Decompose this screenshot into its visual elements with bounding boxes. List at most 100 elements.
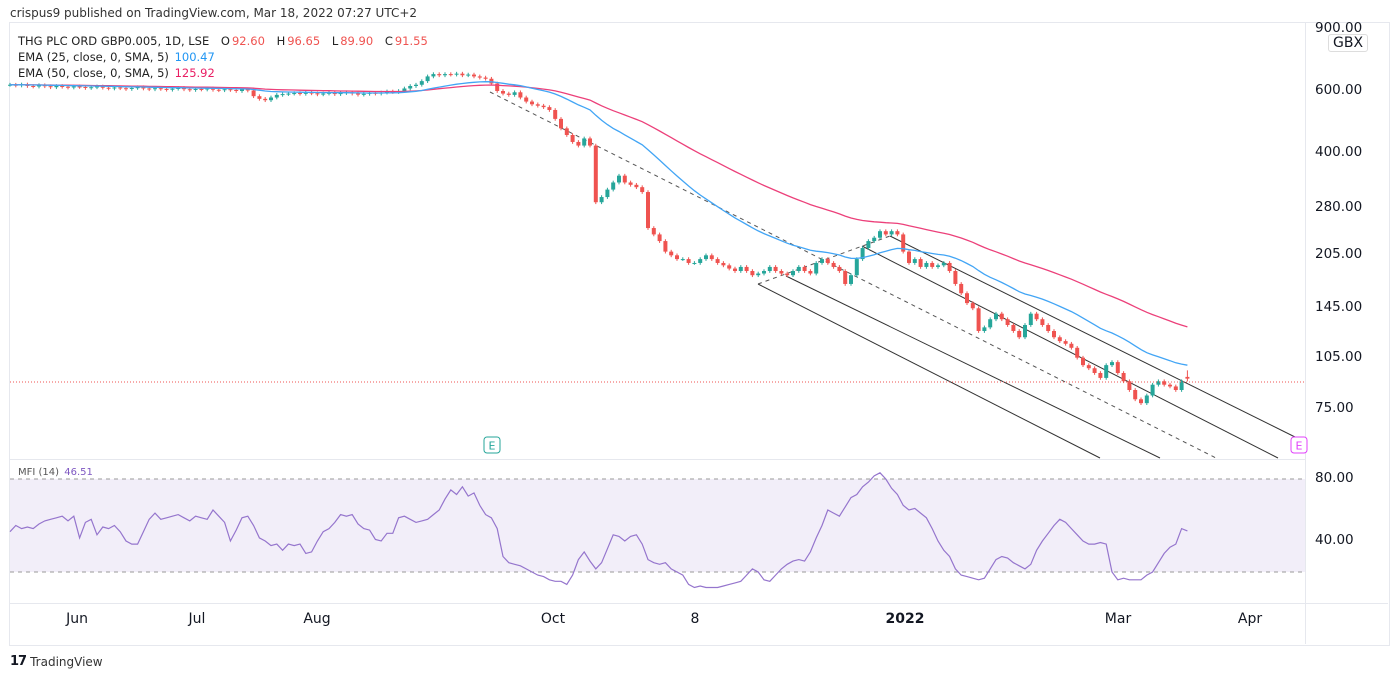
candle bbox=[495, 81, 500, 93]
candle bbox=[1127, 379, 1132, 392]
candles bbox=[8, 71, 1190, 406]
candle bbox=[472, 72, 476, 79]
candle bbox=[889, 229, 894, 237]
candle bbox=[820, 257, 824, 265]
candle bbox=[431, 72, 436, 79]
candle bbox=[501, 89, 505, 96]
candle bbox=[901, 232, 906, 254]
dashed-trend-line[interactable] bbox=[489, 91, 1217, 459]
candle bbox=[651, 226, 656, 237]
candle bbox=[698, 257, 703, 265]
candle bbox=[936, 263, 940, 269]
candle bbox=[1081, 355, 1085, 367]
candle bbox=[1069, 341, 1074, 350]
candle bbox=[1023, 323, 1027, 340]
candle bbox=[263, 97, 268, 103]
candle bbox=[588, 136, 592, 148]
candle bbox=[1028, 311, 1033, 327]
candle bbox=[593, 143, 598, 205]
candle bbox=[1052, 329, 1056, 340]
candle bbox=[802, 265, 807, 273]
price-tick: 600.00 bbox=[1315, 82, 1363, 98]
candle bbox=[1133, 388, 1138, 402]
channel-line[interactable] bbox=[785, 275, 1161, 459]
time-tick: Jul bbox=[188, 611, 206, 627]
candle bbox=[414, 82, 418, 88]
candle bbox=[999, 311, 1004, 322]
candle bbox=[895, 229, 900, 237]
earnings-marker-upcoming[interactable]: E bbox=[1290, 436, 1308, 454]
mfi-tick: 80.00 bbox=[1315, 470, 1354, 486]
price-tick: 400.00 bbox=[1315, 144, 1363, 161]
candle bbox=[744, 265, 749, 273]
candle bbox=[477, 74, 482, 80]
candle bbox=[982, 325, 987, 333]
price-tick: 145.00 bbox=[1315, 299, 1363, 316]
candle bbox=[628, 180, 633, 187]
svg-text:E: E bbox=[1296, 440, 1303, 453]
candle bbox=[854, 257, 859, 278]
candle bbox=[506, 91, 511, 97]
candle bbox=[1104, 363, 1109, 380]
candle bbox=[779, 269, 784, 276]
candle bbox=[599, 195, 604, 205]
candle bbox=[686, 257, 691, 265]
channel-line[interactable] bbox=[861, 245, 1279, 459]
symbol-legend[interactable]: THG PLC ORD GBP0.005, 1D, LSE O 92.60 H 96… bbox=[18, 34, 428, 48]
mfi-legend[interactable]: MFI (14) 46.51 bbox=[18, 467, 93, 478]
chart-frame bbox=[9, 22, 1390, 646]
ema50-legend[interactable]: EMA (50, close, 0, SMA, 5) 125.92 bbox=[18, 66, 215, 80]
candle bbox=[953, 269, 958, 286]
candle bbox=[547, 105, 552, 112]
candle bbox=[825, 257, 830, 265]
candle bbox=[1150, 382, 1155, 398]
candle bbox=[419, 79, 424, 87]
candle bbox=[454, 71, 459, 77]
candle bbox=[669, 249, 674, 258]
earnings-marker[interactable]: E bbox=[483, 436, 501, 454]
ema25-line bbox=[10, 81, 1188, 366]
candle bbox=[1046, 323, 1051, 333]
time-tick: Aug bbox=[303, 611, 331, 627]
time-tick: Mar bbox=[1104, 611, 1132, 627]
ema25-legend[interactable]: EMA (25, close, 0, SMA, 5) 100.47 bbox=[18, 50, 215, 64]
candle bbox=[37, 83, 41, 89]
candle bbox=[274, 93, 279, 100]
candle bbox=[1092, 366, 1097, 375]
candle bbox=[408, 84, 413, 91]
candle bbox=[883, 229, 888, 237]
candle bbox=[715, 257, 720, 265]
footer: 17 TradingView bbox=[10, 654, 103, 669]
ema50-value: 125.92 bbox=[174, 66, 215, 80]
candle bbox=[1115, 360, 1120, 375]
candle bbox=[338, 91, 343, 96]
candle bbox=[1110, 360, 1114, 367]
time-tick: 2022 bbox=[885, 611, 925, 627]
candle bbox=[570, 133, 575, 144]
candle bbox=[663, 239, 668, 254]
candle bbox=[1063, 339, 1068, 346]
currency-badge[interactable]: GBX bbox=[1328, 34, 1369, 52]
price-tick: 205.00 bbox=[1315, 246, 1363, 263]
ema25-value: 100.47 bbox=[174, 50, 215, 64]
channel-line[interactable] bbox=[757, 283, 1101, 459]
candle bbox=[970, 301, 975, 311]
candle bbox=[988, 317, 993, 330]
candle bbox=[872, 235, 877, 243]
candle bbox=[796, 265, 801, 273]
channel-line[interactable] bbox=[889, 235, 1296, 438]
candle bbox=[907, 249, 911, 265]
candle bbox=[460, 71, 465, 78]
candle bbox=[709, 253, 714, 261]
candle bbox=[727, 263, 732, 271]
tradingview-logo-icon: 17 bbox=[10, 654, 27, 669]
candle bbox=[332, 90, 337, 96]
candle bbox=[251, 88, 256, 99]
candle bbox=[541, 103, 546, 109]
svg-text:E: E bbox=[489, 440, 496, 453]
trend-drawings[interactable] bbox=[489, 91, 1296, 459]
candle bbox=[257, 94, 262, 101]
candle bbox=[733, 266, 737, 273]
